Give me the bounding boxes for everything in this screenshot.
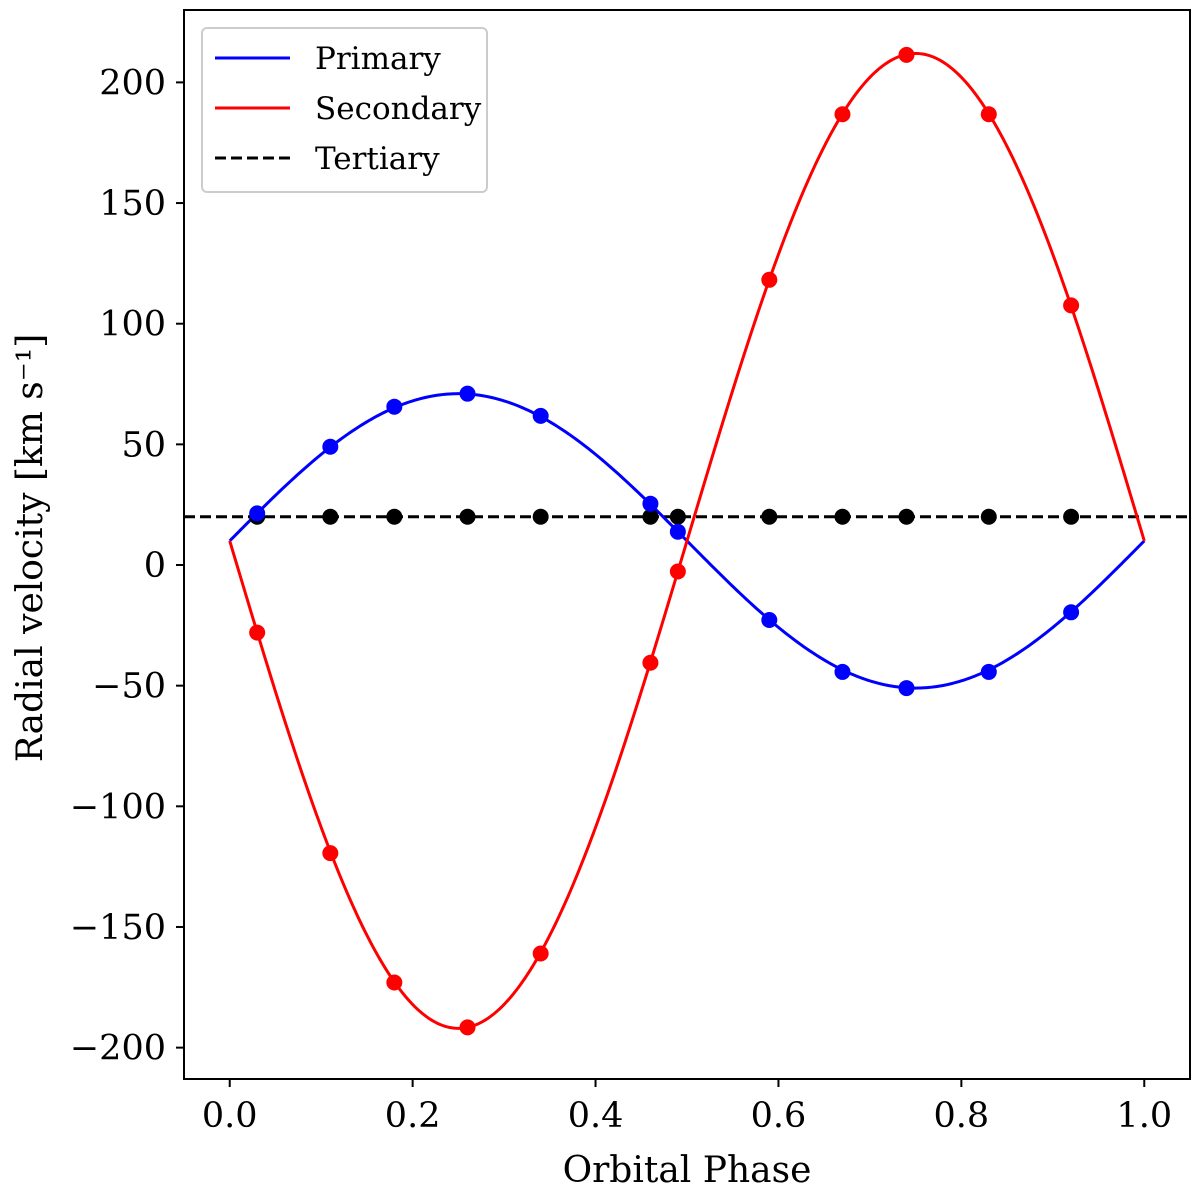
primary-point [642,495,659,512]
y-tick-label: 100 [99,305,166,345]
x-tick-label: 0.2 [385,1096,441,1136]
tertiary-point [761,508,778,525]
secondary-point [532,945,549,962]
secondary-point [642,654,659,671]
tertiary-point [980,508,997,525]
primary-point [898,680,915,697]
legend-secondary-label: Secondary [315,91,482,127]
tertiary-point [386,508,403,525]
secondary-point [898,46,915,63]
primary-point [386,398,403,415]
primary-point [834,663,851,680]
x-tick-label: 0.8 [934,1096,990,1136]
legend-box [201,27,488,193]
secondary-curve [228,51,1146,1030]
primary-point [532,407,549,424]
y-tick-label: −200 [70,1029,166,1069]
legend-primary-label: Primary [315,41,441,77]
tertiary-point [642,508,659,525]
secondary-point [1063,297,1080,314]
y-tick-label: 0 [144,546,166,586]
y-axis-label: Radial velocity [km s⁻¹] [10,334,51,763]
tertiary-point [898,508,915,525]
primary-point [669,523,686,540]
y-tick-label: 200 [99,63,166,103]
tertiary-point [669,508,686,525]
tertiary-point [459,508,476,525]
tertiary-point [1063,508,1080,525]
y-tick-label: −150 [70,908,166,948]
secondary-point [761,271,778,288]
y-tick-label: 50 [121,425,166,465]
plot-frame [183,9,1191,1080]
legend: Primary Secondary Tertiary [201,27,488,193]
secondary-point [834,106,851,123]
tertiary-point [322,508,339,525]
plot-area [184,46,1190,1036]
x-tick-label: 0.0 [202,1096,258,1136]
y-tick-label: −50 [92,667,166,707]
primary-point [761,612,778,629]
x-tick-label: 0.4 [568,1096,624,1136]
primary-point [249,505,266,522]
primary-point [459,385,476,402]
secondary-point [322,845,339,862]
primary-point [322,438,339,455]
y-tick-label: 150 [99,184,166,224]
x-tick-label: 1.0 [1116,1096,1172,1136]
primary-point [1063,604,1080,621]
secondary-point [980,106,997,123]
y-tick-label: −100 [70,787,166,827]
x-axis-label: Orbital Phase [563,1150,812,1191]
tertiary-point [834,508,851,525]
secondary-point [249,624,266,641]
secondary-point [386,974,403,991]
legend-tertiary-label: Tertiary [315,141,440,177]
tertiary-point [532,508,549,525]
secondary-point [669,563,686,580]
secondary-point [459,1019,476,1036]
x-tick-label: 0.6 [751,1096,807,1136]
primary-point [980,663,997,680]
